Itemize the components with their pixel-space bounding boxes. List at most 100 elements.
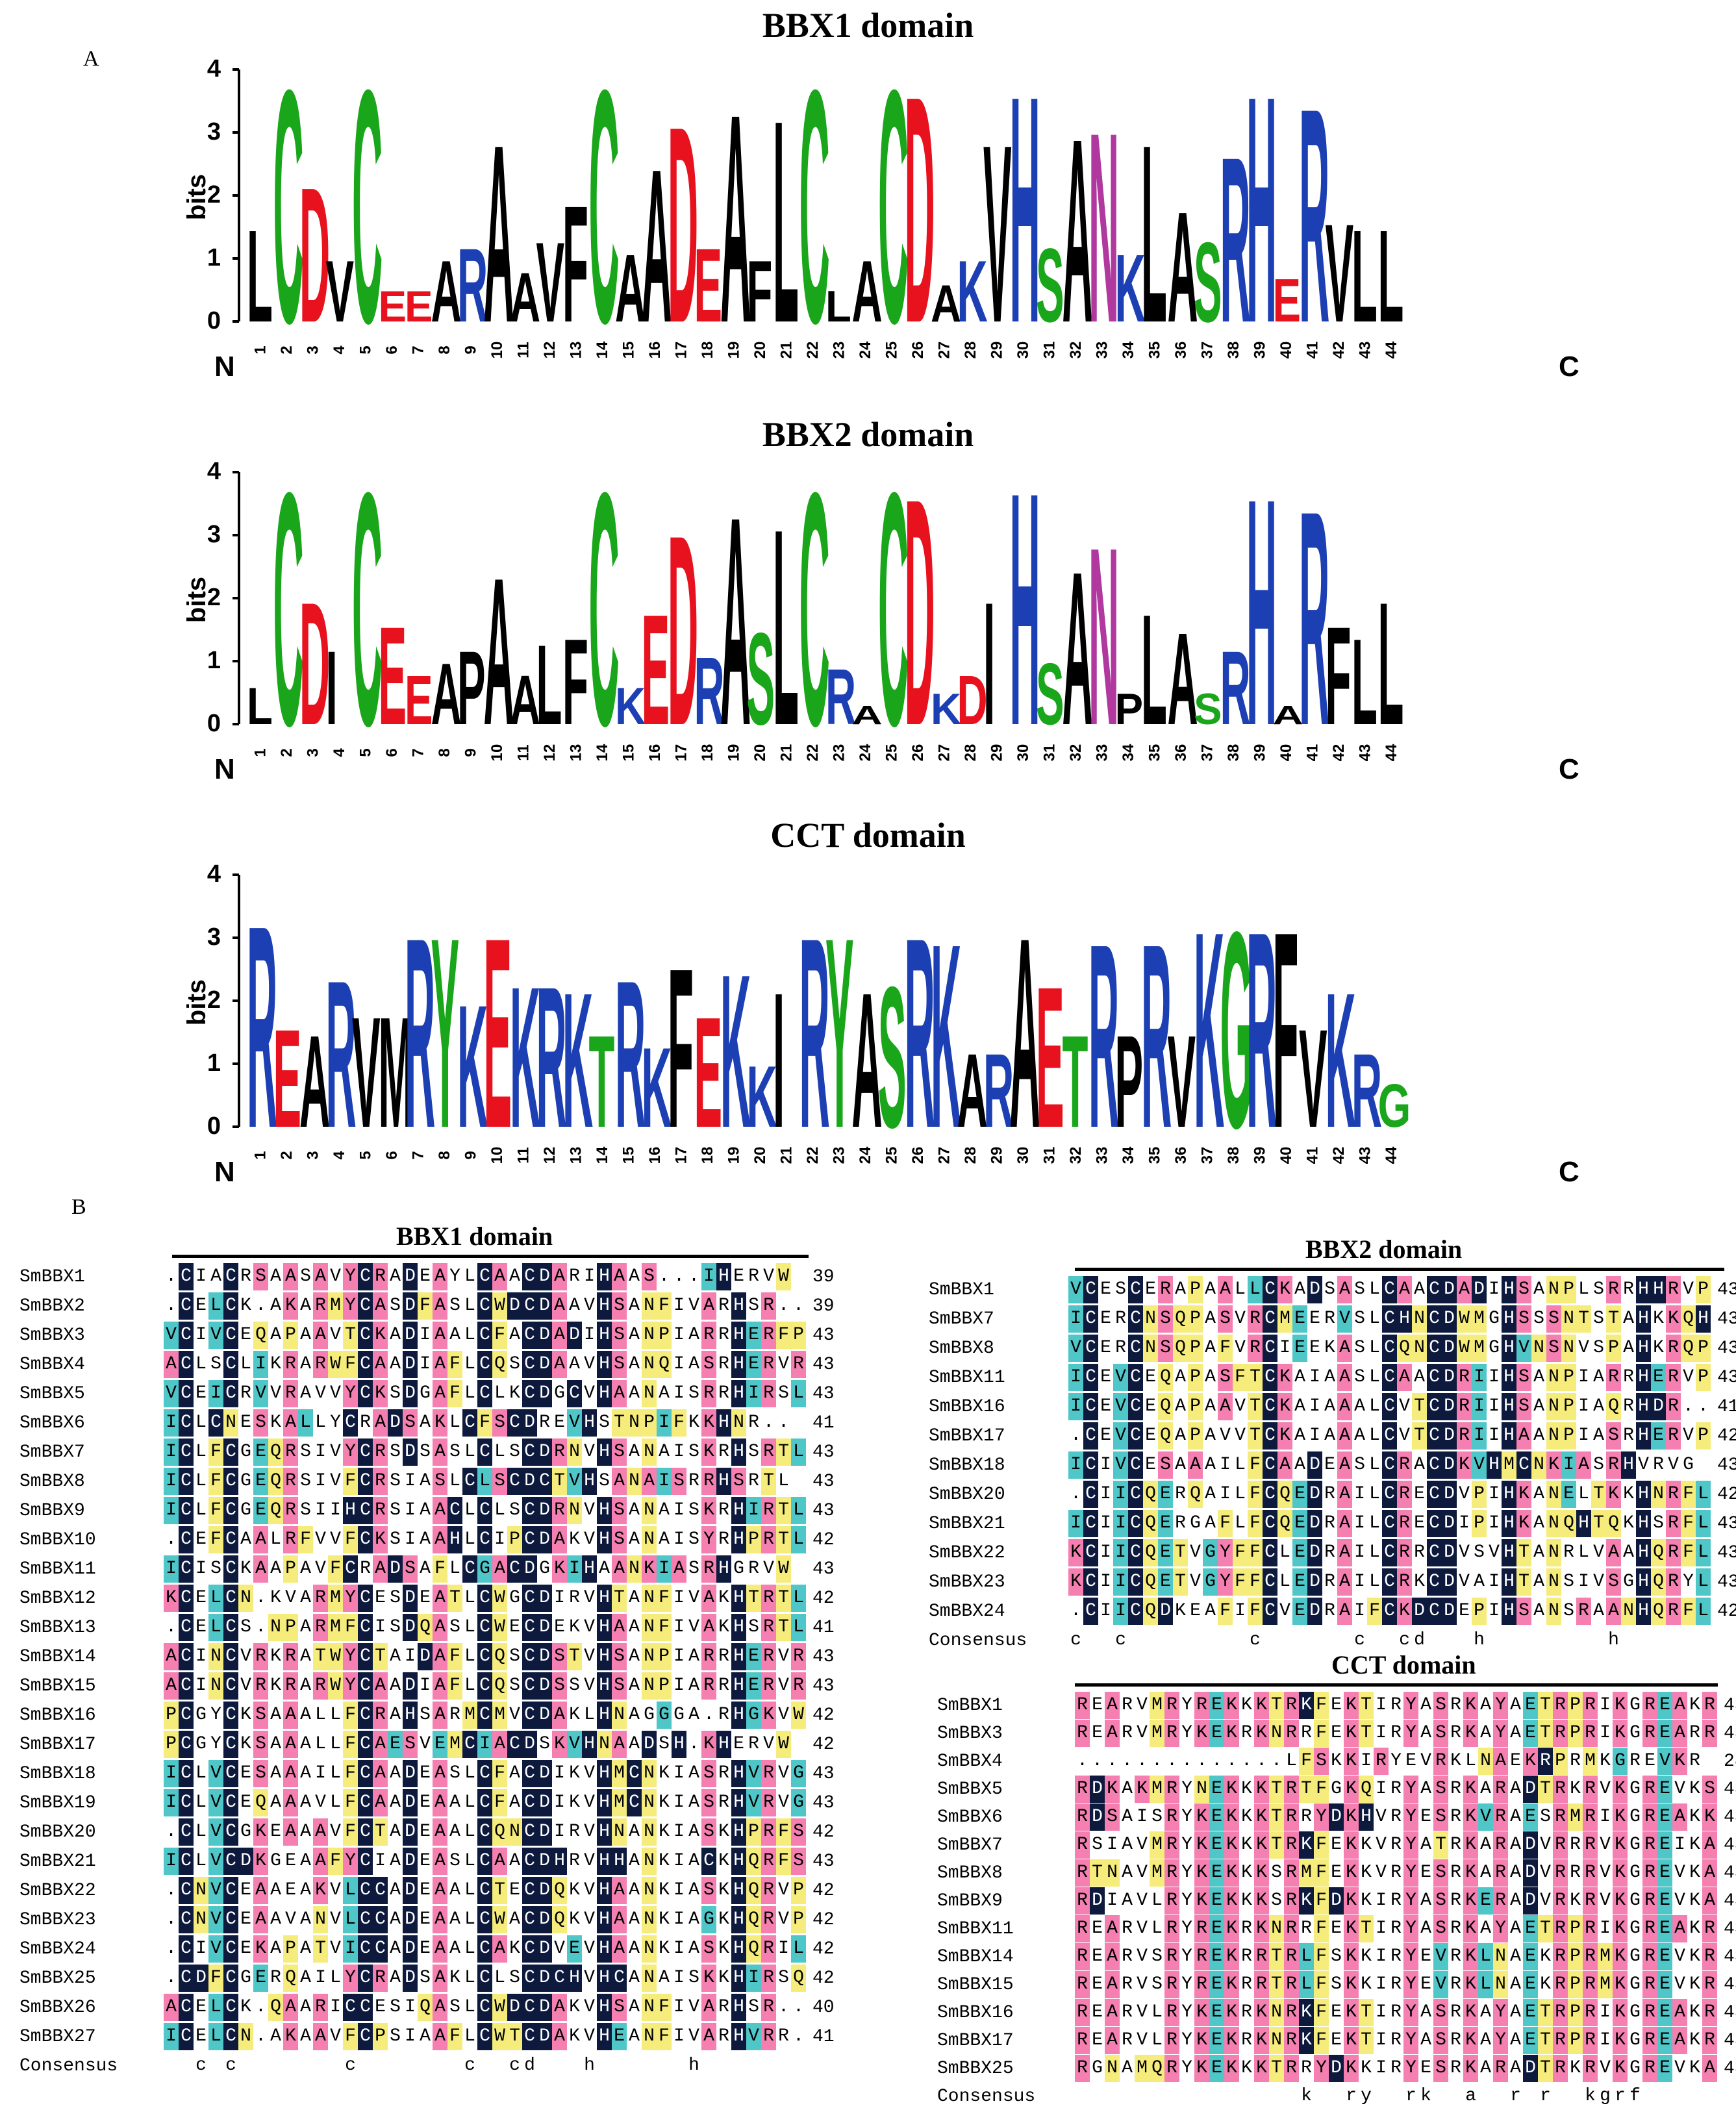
residue: A: [164, 1672, 179, 1700]
residue: C: [1427, 1510, 1442, 1537]
residue: V: [584, 1617, 595, 1637]
residue: A: [283, 1263, 298, 1290]
residue: H: [597, 1497, 612, 1524]
consensus-residue: [1487, 1627, 1502, 1654]
c-terminus-label: C: [1559, 753, 1579, 785]
residue: .: [166, 1939, 177, 1959]
residue: R: [718, 1500, 729, 1520]
residue: D: [537, 1789, 552, 1816]
residue: H: [716, 1731, 731, 1758]
residue: C: [1427, 1539, 1442, 1566]
logo-letter-27: K: [931, 685, 961, 734]
residue: R: [1397, 1451, 1412, 1479]
residue: A: [1533, 1542, 1544, 1563]
residue: Q: [657, 1351, 672, 1378]
residue: R: [1284, 1692, 1299, 1719]
residue: V: [330, 1822, 341, 1842]
residue: V: [1516, 1335, 1531, 1362]
residue: K: [1344, 1803, 1359, 1831]
consensus-residue: [1591, 1627, 1606, 1654]
residue: .: [688, 1734, 699, 1754]
residue: T: [567, 1643, 582, 1670]
residue: S: [1474, 1542, 1485, 1563]
residue: R: [1175, 1484, 1186, 1504]
consensus-residue: [253, 2052, 268, 2079]
residue: F: [1681, 1481, 1696, 1508]
residue: F: [657, 2023, 672, 2050]
residue: V: [1376, 1835, 1387, 1855]
residue: N: [567, 1438, 582, 1466]
residue: S: [1433, 1720, 1448, 1747]
residue: L: [330, 1792, 341, 1813]
residue: L: [1299, 1971, 1314, 1998]
residue: A: [509, 1325, 520, 1345]
consensus-residue: k: [1585, 2086, 1596, 2106]
logo-letter-31: E: [1036, 945, 1064, 1170]
position-label: 28: [962, 342, 979, 359]
residue: S: [1158, 1335, 1173, 1362]
residue: A: [612, 1555, 627, 1583]
residue: K: [240, 1997, 251, 2017]
residue: A: [433, 1935, 447, 1963]
residue: G: [539, 1559, 550, 1579]
residue: C: [507, 1468, 522, 1495]
residue: R: [1164, 1776, 1179, 1803]
residue: K: [552, 1731, 567, 1758]
residue: R: [1623, 1279, 1634, 1300]
residue: C: [358, 1292, 373, 1320]
position-label: 40: [1277, 342, 1295, 359]
logo-letter-42: K: [1326, 953, 1356, 1168]
residue: H: [731, 2023, 746, 2050]
residue: E: [1657, 2027, 1672, 2054]
logo-letter-28: A: [957, 1032, 988, 1149]
consensus-residue: h: [688, 2055, 699, 2076]
position-label: 3: [304, 748, 321, 757]
residue: T: [1248, 1393, 1263, 1420]
residue: A: [1516, 1422, 1531, 1450]
residue: L: [449, 1413, 460, 1433]
logo-letter-31: S: [1036, 227, 1064, 344]
residue: A: [270, 1763, 281, 1783]
residue: S: [1158, 1305, 1173, 1333]
residue: P: [507, 1526, 522, 1553]
position-label: 27: [935, 1147, 953, 1164]
residue: K: [1463, 1803, 1478, 1831]
residue: E: [1331, 1863, 1342, 1883]
residue: L: [1235, 1455, 1246, 1475]
residue: R: [1623, 1426, 1634, 1446]
residue: A: [688, 1354, 699, 1374]
residue: V: [240, 1676, 251, 1696]
residue: S: [748, 1617, 759, 1637]
logo-letter-42: V: [1326, 195, 1354, 351]
residue: R: [718, 1354, 729, 1374]
residue: C: [1263, 1568, 1277, 1596]
residue: V: [240, 1646, 251, 1666]
residue: F: [1248, 1598, 1263, 1625]
logo-letter-44: L: [1378, 566, 1404, 762]
residue: K: [1254, 1776, 1269, 1803]
residue: G: [1629, 2030, 1641, 2050]
residue: S: [449, 1442, 460, 1462]
residue: G: [1629, 2002, 1641, 2022]
residue: Y: [343, 1965, 358, 1992]
residue: N: [1546, 1539, 1561, 1566]
residue: T: [1538, 1999, 1553, 2026]
sequence-length: 43: [812, 1676, 835, 1696]
residue: E: [1158, 1568, 1173, 1596]
residue: V: [1578, 1338, 1589, 1358]
residue: S: [420, 1968, 431, 1988]
residue: S: [1433, 1776, 1448, 1803]
residue: R: [1284, 1720, 1299, 1747]
consensus-residue: [238, 2052, 253, 2079]
residue: R: [1390, 1779, 1402, 1799]
residue: H: [597, 1672, 612, 1700]
residue: T: [1173, 1539, 1188, 1566]
residue: S: [1324, 1279, 1335, 1300]
